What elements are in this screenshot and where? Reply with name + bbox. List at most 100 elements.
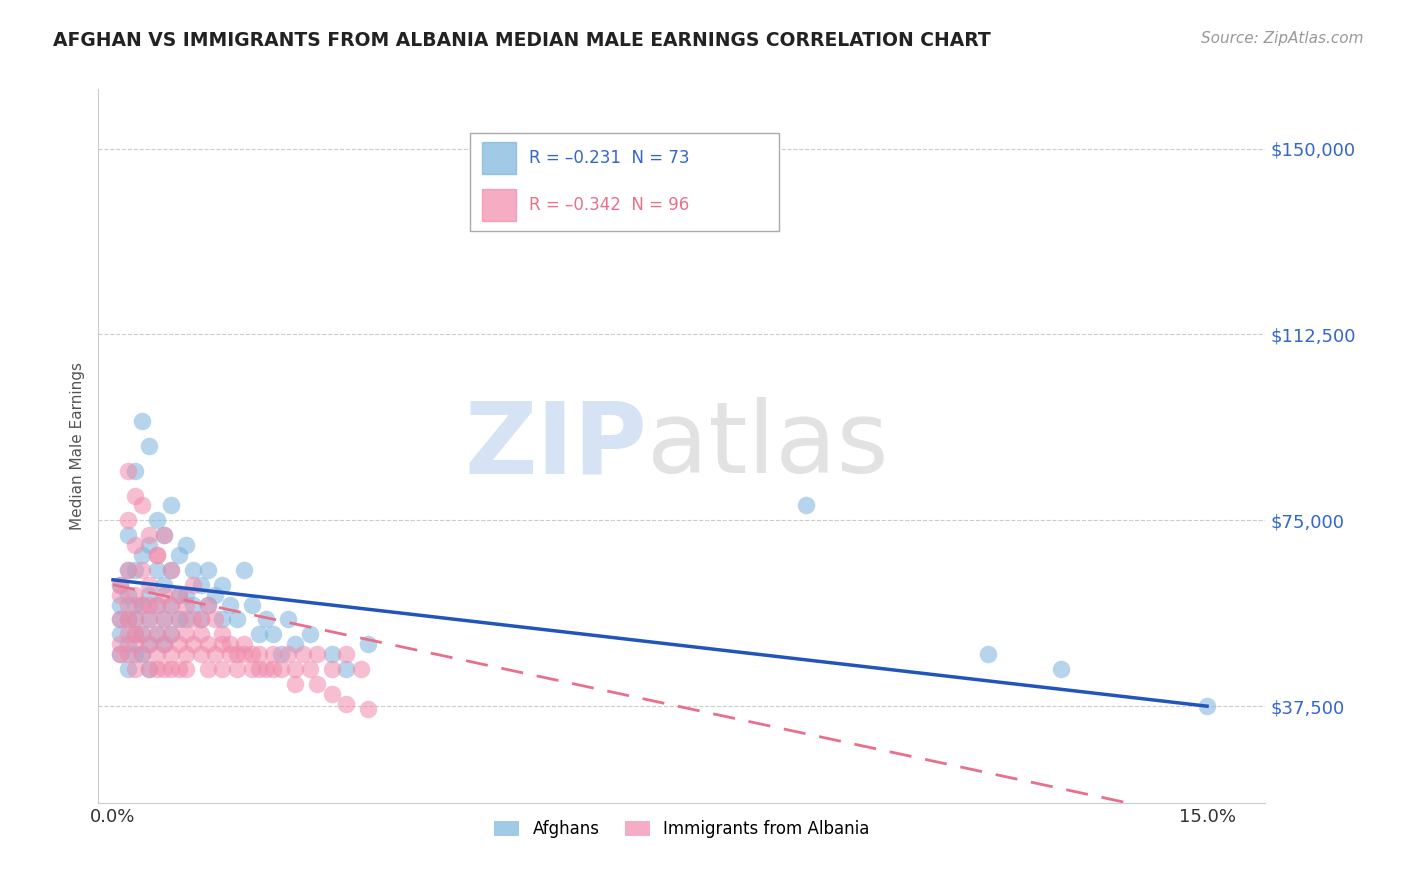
Point — [160, 627, 183, 641]
Point — [131, 499, 153, 513]
Point — [174, 612, 197, 626]
Point — [146, 647, 169, 661]
Point — [110, 578, 132, 592]
Point — [1197, 699, 1219, 714]
Point — [131, 627, 153, 641]
Point — [124, 588, 146, 602]
Point — [146, 563, 169, 577]
Point — [160, 598, 183, 612]
Point — [218, 598, 240, 612]
Point — [110, 588, 132, 602]
Point — [181, 563, 204, 577]
Point — [335, 662, 357, 676]
Point — [240, 598, 263, 612]
Point — [138, 662, 160, 676]
Point — [138, 662, 160, 676]
Point — [357, 637, 380, 651]
Point — [167, 662, 190, 676]
Point — [138, 538, 160, 552]
Point — [153, 528, 176, 542]
Point — [110, 627, 132, 641]
Point — [160, 627, 183, 641]
Point — [124, 598, 146, 612]
Point — [197, 662, 219, 676]
Point — [117, 563, 139, 577]
Point — [138, 612, 160, 626]
Point — [350, 662, 373, 676]
Point — [124, 538, 146, 552]
Point — [284, 662, 307, 676]
Point — [153, 612, 176, 626]
Point — [277, 647, 299, 661]
Point — [307, 677, 329, 691]
Point — [131, 627, 153, 641]
Point — [138, 637, 160, 651]
Point — [247, 627, 270, 641]
Point — [160, 662, 183, 676]
Point — [117, 464, 139, 478]
Point — [291, 647, 314, 661]
Point — [190, 578, 212, 592]
Point — [277, 612, 299, 626]
Point — [174, 598, 197, 612]
Point — [131, 647, 153, 661]
Point — [160, 647, 183, 661]
Point — [110, 647, 132, 661]
Point — [117, 647, 139, 661]
Legend: Afghans, Immigrants from Albania: Afghans, Immigrants from Albania — [488, 814, 876, 845]
Point — [138, 598, 160, 612]
Point — [117, 598, 139, 612]
Point — [117, 612, 139, 626]
Point — [124, 637, 146, 651]
Point — [110, 612, 132, 626]
Point — [262, 647, 284, 661]
Point — [233, 563, 256, 577]
Point — [211, 627, 233, 641]
Point — [181, 612, 204, 626]
Point — [117, 627, 139, 641]
Point — [167, 588, 190, 602]
Point — [153, 662, 176, 676]
Point — [146, 598, 169, 612]
Text: AFGHAN VS IMMIGRANTS FROM ALBANIA MEDIAN MALE EARNINGS CORRELATION CHART: AFGHAN VS IMMIGRANTS FROM ALBANIA MEDIAN… — [53, 31, 991, 50]
Text: Source: ZipAtlas.com: Source: ZipAtlas.com — [1201, 31, 1364, 46]
Point — [174, 662, 197, 676]
Point — [160, 563, 183, 577]
Point — [167, 588, 190, 602]
Point — [110, 578, 132, 592]
Point — [204, 647, 226, 661]
Point — [321, 687, 343, 701]
Point — [124, 662, 146, 676]
Point — [138, 528, 160, 542]
Point — [146, 627, 169, 641]
Point — [110, 647, 132, 661]
Point — [254, 612, 277, 626]
Point — [204, 612, 226, 626]
Point — [181, 598, 204, 612]
Point — [284, 637, 307, 651]
Point — [226, 662, 249, 676]
Point — [124, 563, 146, 577]
Point — [117, 563, 139, 577]
Point — [181, 578, 204, 592]
Point — [298, 627, 321, 641]
Point — [321, 662, 343, 676]
Point — [1050, 662, 1073, 676]
Text: R = –0.342  N = 96: R = –0.342 N = 96 — [529, 196, 689, 214]
Point — [124, 612, 146, 626]
Point — [131, 563, 153, 577]
Point — [124, 612, 146, 626]
Point — [197, 598, 219, 612]
Point — [138, 637, 160, 651]
Point — [167, 637, 190, 651]
Point — [138, 578, 160, 592]
Point — [357, 701, 380, 715]
Point — [124, 627, 146, 641]
Text: ZIP: ZIP — [464, 398, 647, 494]
Point — [794, 499, 817, 513]
Point — [131, 598, 153, 612]
Point — [117, 588, 139, 602]
Point — [181, 637, 204, 651]
Point — [977, 647, 1000, 661]
Point — [321, 647, 343, 661]
